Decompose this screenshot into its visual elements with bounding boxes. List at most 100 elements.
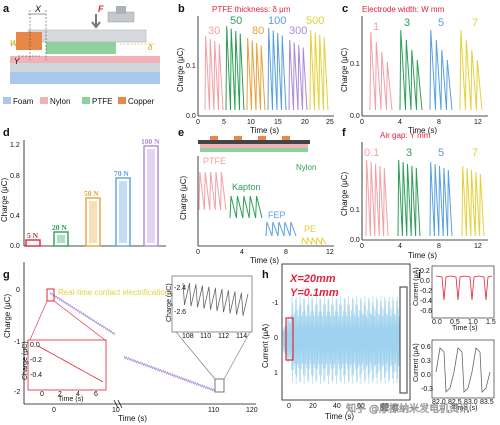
panel-d-ylabel: Charge (μC) (0, 177, 9, 222)
panel-b-xlabel: Time (s) (250, 126, 279, 135)
panel-c-xtick-2: 8 (437, 119, 441, 126)
panel-e-contact-4 (282, 136, 290, 140)
panel-g-xtick-1: 10 (112, 407, 120, 414)
panel-g-zoom-line-1 (29, 300, 48, 341)
inset-1-xtick-0: 0 (40, 391, 44, 398)
inset-2-xtick-0: 108 (182, 333, 194, 340)
panel-d-bar-fill-4 (147, 149, 155, 243)
panel-g-zoom-box-start (46, 288, 55, 302)
panel-e-trace-kapton (229, 195, 263, 219)
panel-f-series-0-1: 0.1 (364, 147, 379, 159)
panel-g-xlabel: Time (s) (118, 414, 147, 423)
panel-i-top-ytick-3: -0.4 (420, 298, 432, 305)
panel-f-traces (365, 159, 485, 237)
panel-b-ytick-1: 0.1 (186, 63, 196, 70)
panel-h-param-x: X=20mm (289, 273, 336, 285)
dim-x-label: X (34, 4, 42, 14)
panel-b-xtick-3: 15 (274, 119, 282, 126)
dim-w-label: W (10, 39, 19, 48)
inset-1-ylabel: Charge (μC) (22, 341, 29, 380)
panel-i-top-xtick-3: 1.5 (486, 319, 496, 326)
panel-b-trace-0 (204, 35, 224, 111)
panel-e-xlabel: Time (s) (250, 256, 279, 265)
panel-h-ytick-1: 0 (274, 335, 278, 342)
inset-1-xtick-2: 4 (76, 391, 80, 398)
panel-c-ytick-1: 0.1 (350, 61, 360, 68)
panel-g-ylabel: Charge (μC) (3, 293, 12, 338)
panel-c: c Electrode width: W mm 0.0 0.1 Charge (… (340, 3, 488, 135)
panel-f-trace-0 (365, 159, 389, 237)
panel-d-bars (25, 145, 159, 247)
panel-f-series-3: 3 (406, 147, 412, 159)
panel-d-bar-fill-1 (57, 235, 65, 243)
panel-d-bar-label-5n: 5 N (27, 231, 39, 240)
panel-i-bottom-ytick-2: 0.0 (421, 372, 431, 379)
panel-d-bar-label-100n: 100 N (141, 137, 160, 146)
panel-e-trace-ptfe (198, 171, 227, 211)
panel-b-label: b (178, 3, 185, 15)
panel-b-xtick-0: 0 (196, 119, 200, 126)
panel-b-condition: PTFE thickness: δ μm (212, 5, 291, 14)
panel-d-bar-label-20n: 20 N (52, 223, 67, 232)
panel-h-ylabel: Current (μA) (261, 323, 270, 368)
panel-f-xlabel: Time (s) (408, 251, 437, 260)
panel-d-ytick-2: 0.8 (10, 173, 20, 180)
panel-b-xtick-1: 5 (222, 119, 226, 126)
panel-e-trace-fep (265, 221, 297, 237)
panel-e: e Nylon Charge (μC) 0 4 8 12 Time (s) PT… (178, 127, 334, 265)
watermark-text: 知乎 @摩擦纳米发电机资讯 (346, 402, 469, 415)
axis-break-mark-2 (117, 399, 123, 409)
panel-f-xtick-1: 4 (398, 243, 402, 250)
legend-foam-text: Foam (13, 97, 34, 106)
panel-b-trace-5 (309, 29, 329, 111)
panel-i: i 0.2 0.0 -0.2 -0.4 -0.6 Current (μA) 0.… (413, 265, 496, 412)
inset-1-xlabel: Time (s) (58, 396, 83, 403)
panel-d-bar-2 (85, 197, 101, 247)
panel-d-label: d (3, 127, 10, 139)
panel-b: b PTFE thickness: δ μm 0.0 0.1 Charge (μ… (176, 3, 334, 135)
panel-e-label: e (178, 127, 184, 139)
panel-e-xtick-0: 0 (196, 249, 200, 256)
panel-i-bottom-xtick-1: 82.5 (448, 399, 462, 406)
panel-b-ylabel: Charge (μC) (176, 47, 185, 92)
panel-i-top-ytick-0: 0.2 (420, 268, 430, 275)
inset-2-ytick-0: -2.4 (174, 285, 186, 292)
panel-c-trace-2 (429, 29, 453, 111)
inset-2-xtick-2: 112 (218, 333, 229, 340)
panel-b-series-100: 100 (268, 15, 286, 27)
panel-i-bottom-current-trace (435, 347, 491, 393)
panel-g-zoom-box-end (214, 378, 225, 393)
panel-b-xtick-4: 20 (301, 119, 309, 126)
panel-f-xtick-2: 8 (437, 243, 441, 250)
panel-b-ytick-0: 0.0 (186, 113, 196, 120)
copper-electrode (16, 32, 42, 50)
panel-c-trace-1 (399, 29, 423, 111)
panel-h-ytick-0: -1 (272, 300, 278, 307)
panel-e-device-inset: Nylon (198, 136, 316, 172)
panel-e-series-fep: FEP (268, 210, 286, 220)
inset-2-trace (182, 282, 249, 316)
panel-i-bottom-ytick-0: 0.6 (421, 344, 431, 351)
panel-i-bottom-ytick-3: -0.3 (421, 386, 433, 393)
panel-f-trace-1 (397, 159, 421, 237)
panel-f-label: f (342, 127, 346, 139)
panel-c-xtick-1: 4 (398, 119, 402, 126)
panel-d-bar-3 (115, 177, 131, 247)
panel-b-series-80: 80 (252, 25, 264, 37)
panel-g-label: g (3, 269, 10, 281)
panel-g-zoom-line-2 (53, 300, 106, 341)
legend-foam-swatch (3, 97, 11, 104)
inset-1-ytick-2: -0.4 (30, 372, 42, 379)
panel-c-condition: Electrode width: W mm (362, 5, 445, 14)
panel-g-ytick-2: 0 (16, 287, 20, 294)
panel-e-ylabel: Charge (μC) (179, 175, 188, 220)
inset-1-xtick-1: 2 (58, 391, 62, 398)
panel-b-trace-1 (225, 25, 245, 111)
panel-d-ytick-1: 0.4 (10, 213, 20, 220)
panel-i-bottom-xtick-0: 82.0 (432, 399, 446, 406)
panel-d-ytick-0: 0.0 (10, 243, 20, 250)
panel-h-current-trace (282, 295, 400, 385)
substrate-layer (10, 62, 160, 72)
panel-d-bar-1 (53, 231, 69, 247)
